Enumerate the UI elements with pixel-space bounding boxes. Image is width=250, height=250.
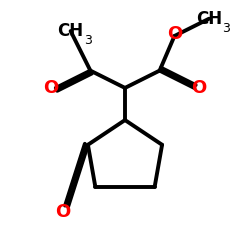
Text: CH: CH	[196, 10, 222, 28]
Text: 3: 3	[84, 34, 92, 48]
Text: O: O	[56, 202, 71, 220]
Text: CH: CH	[58, 22, 84, 40]
Text: 3: 3	[222, 22, 230, 35]
Text: O: O	[43, 79, 59, 97]
Text: O: O	[167, 24, 182, 42]
Text: O: O	[192, 79, 207, 97]
